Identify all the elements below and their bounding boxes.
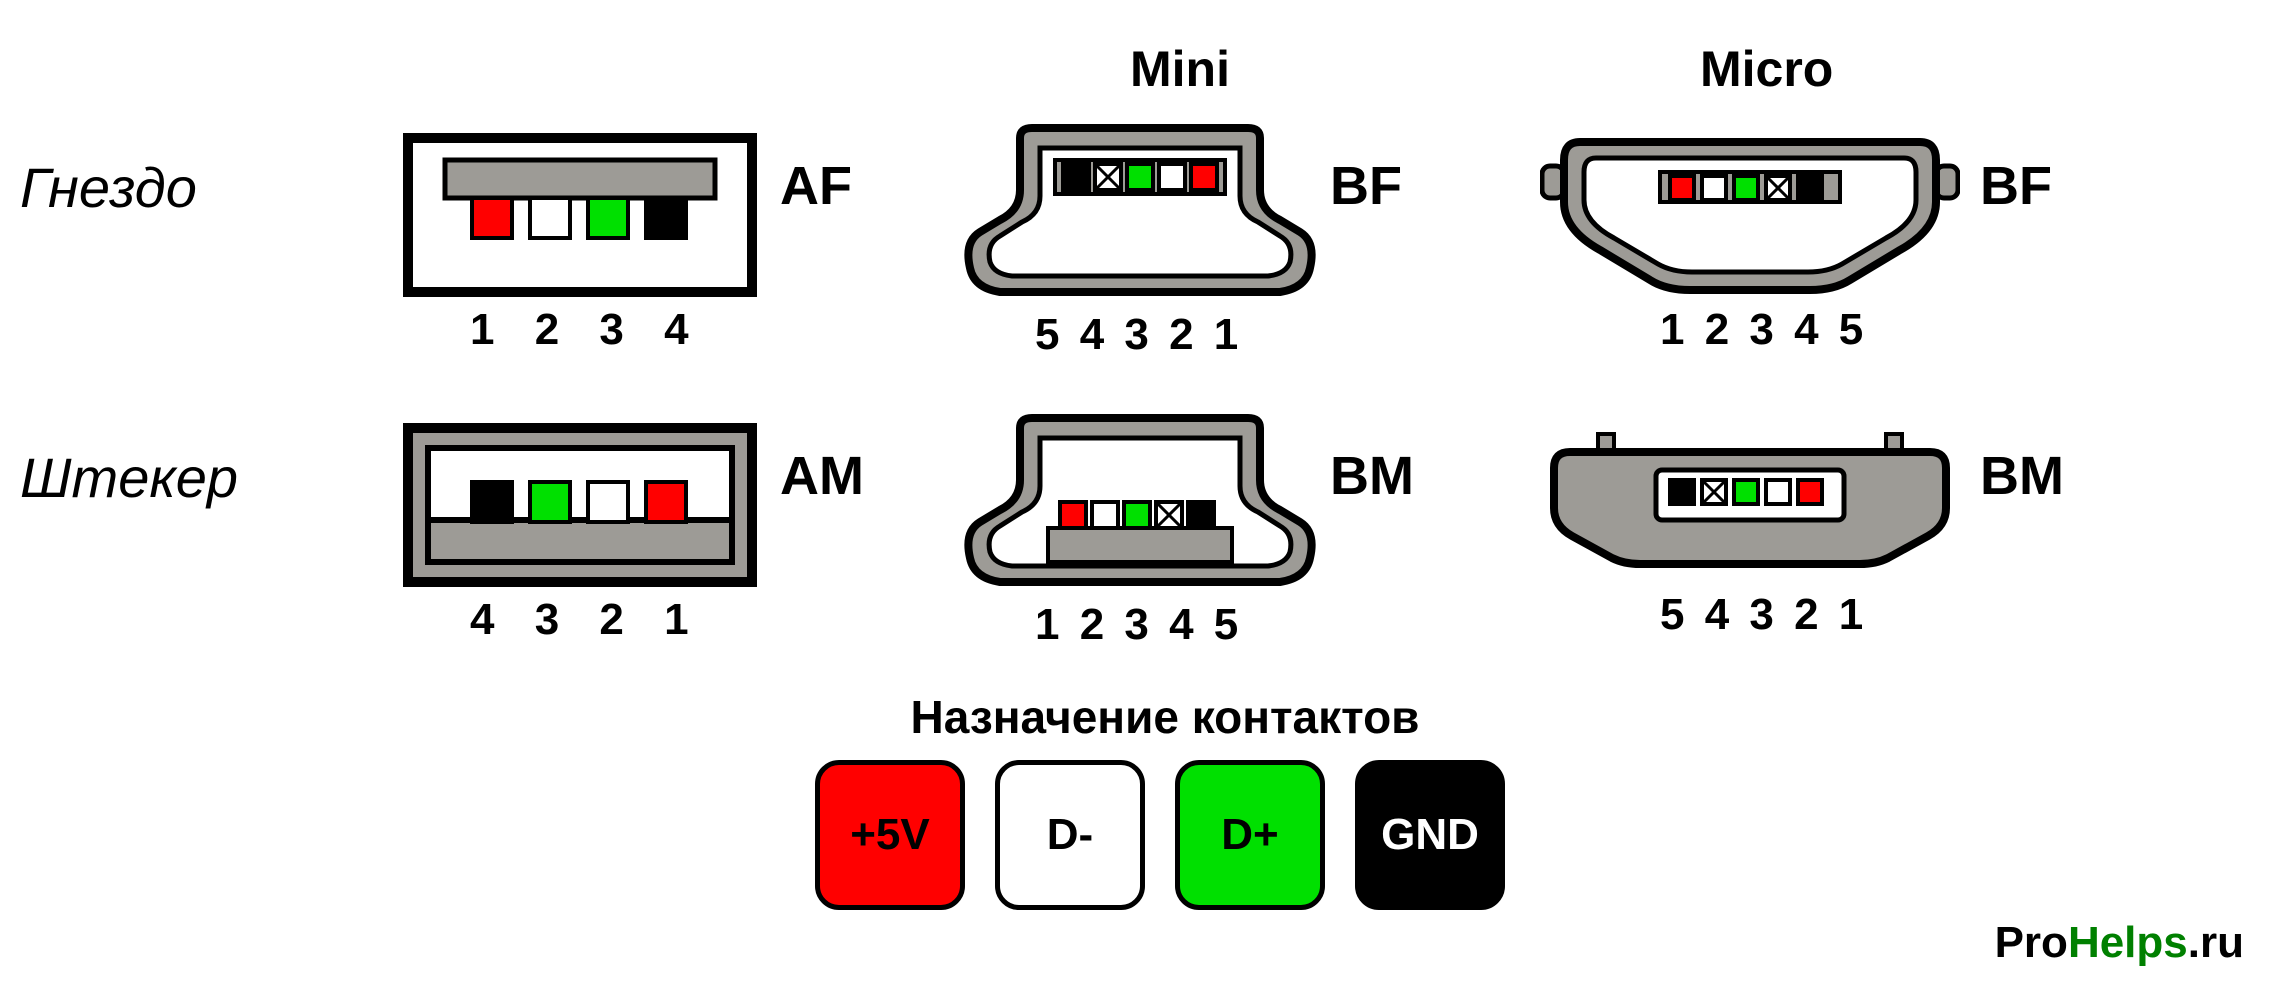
pin-numbers-mini-bm: 1 2 3 4 5 (1035, 600, 1242, 650)
legend-item-dminus: D- (995, 760, 1145, 910)
watermark-pro: Pro (1995, 918, 2068, 967)
type-label-micro-bm: BM (1980, 445, 2064, 507)
legend-title: Назначение контактов (865, 690, 1465, 744)
connector-am (400, 420, 760, 590)
type-label-af: AF (780, 155, 852, 217)
legend-item-plus5v: +5V (815, 760, 965, 910)
pin-numbers-am: 4 3 2 1 (470, 595, 703, 645)
col-header-mini: Mini (1130, 40, 1230, 98)
watermark-suffix: .ru (2188, 918, 2244, 967)
pin-numbers-af: 1 2 3 4 (470, 305, 703, 355)
connector-af (400, 130, 760, 300)
row-label-socket: Гнездо (20, 155, 197, 220)
connector-micro-bm (1540, 430, 1960, 590)
type-label-mini-bm: BM (1330, 445, 1414, 507)
connector-mini-bm (960, 410, 1320, 600)
pin-numbers-micro-bf: 1 2 3 4 5 (1660, 305, 1867, 355)
pin-numbers-mini-bf: 5 4 3 2 1 (1035, 310, 1242, 360)
watermark-helps: Helps (2068, 918, 2188, 967)
watermark: ProHelps.ru (1995, 918, 2244, 968)
connector-micro-bf (1540, 130, 1960, 300)
type-label-micro-bf: BF (1980, 155, 2052, 217)
legend-row: +5VD-D+GND (815, 760, 1505, 910)
legend-item-gnd: GND (1355, 760, 1505, 910)
connector-mini-bf (960, 120, 1320, 310)
row-label-plug: Штекер (20, 445, 238, 510)
legend-item-dplus: D+ (1175, 760, 1325, 910)
pin-numbers-micro-bm: 5 4 3 2 1 (1660, 590, 1867, 640)
col-header-micro: Micro (1700, 40, 1833, 98)
type-label-mini-bf: BF (1330, 155, 1402, 217)
type-label-am: AM (780, 445, 864, 507)
